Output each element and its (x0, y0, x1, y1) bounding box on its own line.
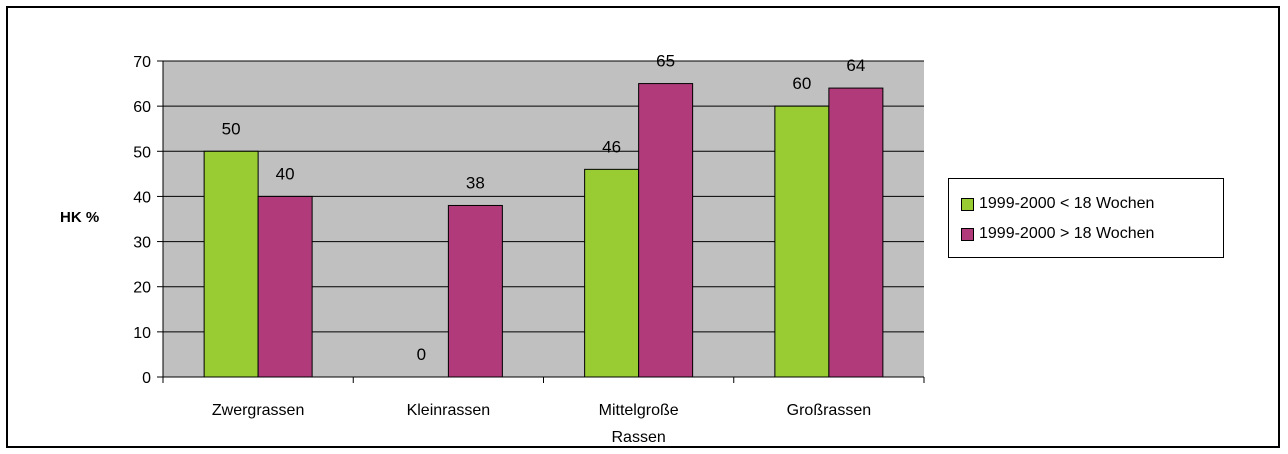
bar-series-2 (257, 195, 313, 378)
data-label-series-1: 60 (792, 74, 811, 93)
data-label-series-1: 50 (222, 119, 241, 138)
legend-swatch-series-2 (961, 227, 974, 241)
bar-series-2 (447, 204, 503, 378)
legend-label-series-1: 1999-2000 < 18 Wochen (979, 195, 1155, 212)
y-axis-label: HK % (60, 209, 99, 226)
y-tick-label: 40 (133, 189, 151, 206)
y-tick-label: 50 (133, 144, 151, 161)
legend-swatch-series-1 (961, 197, 974, 211)
x-category-label: Großrassen (787, 402, 871, 419)
axes (157, 60, 925, 383)
legend-item-series-1: 1999-2000 < 18 Wochen (961, 189, 1223, 219)
data-label-series-2: 38 (466, 173, 485, 192)
x-category-label: Zwergrassen (212, 402, 304, 419)
bar-series-1 (203, 150, 259, 378)
y-tick-label: 0 (142, 370, 151, 387)
y-tick-label: 70 (133, 54, 151, 71)
data-label-series-2: 64 (846, 56, 865, 75)
x-category-label: Mittelgroße Rassen (599, 402, 679, 446)
bar-series-2 (828, 87, 884, 378)
y-tick-label: 60 (133, 99, 151, 116)
legend-label-series-2: 1999-2000 > 18 Wochen (979, 225, 1155, 242)
bar-series-1 (584, 168, 640, 378)
data-label-series-1: 0 (417, 345, 426, 364)
data-label-series-2: 40 (276, 164, 295, 183)
y-tick-label: 30 (133, 235, 151, 252)
y-tick-label: 10 (133, 325, 151, 342)
y-tick-label: 20 (133, 280, 151, 297)
y-tick-labels: 0 10 20 30 40 50 60 70 (133, 54, 151, 387)
legend: 1999-2000 < 18 Wochen 1999-2000 > 18 Woc… (948, 178, 1224, 258)
legend-item-series-2: 1999-2000 > 18 Wochen (961, 219, 1223, 249)
data-label-series-2: 65 (656, 52, 675, 71)
x-category-label: Kleinrassen (407, 402, 491, 419)
bar-series-1 (774, 105, 830, 378)
bar-series-2 (638, 83, 694, 378)
x-category-labels: Zwergrassen Kleinrassen Mittelgroße Rassen G… (212, 402, 871, 446)
data-labels: 50 40 0 38 46 65 60 64 (222, 52, 866, 364)
data-label-series-1: 46 (602, 137, 621, 156)
